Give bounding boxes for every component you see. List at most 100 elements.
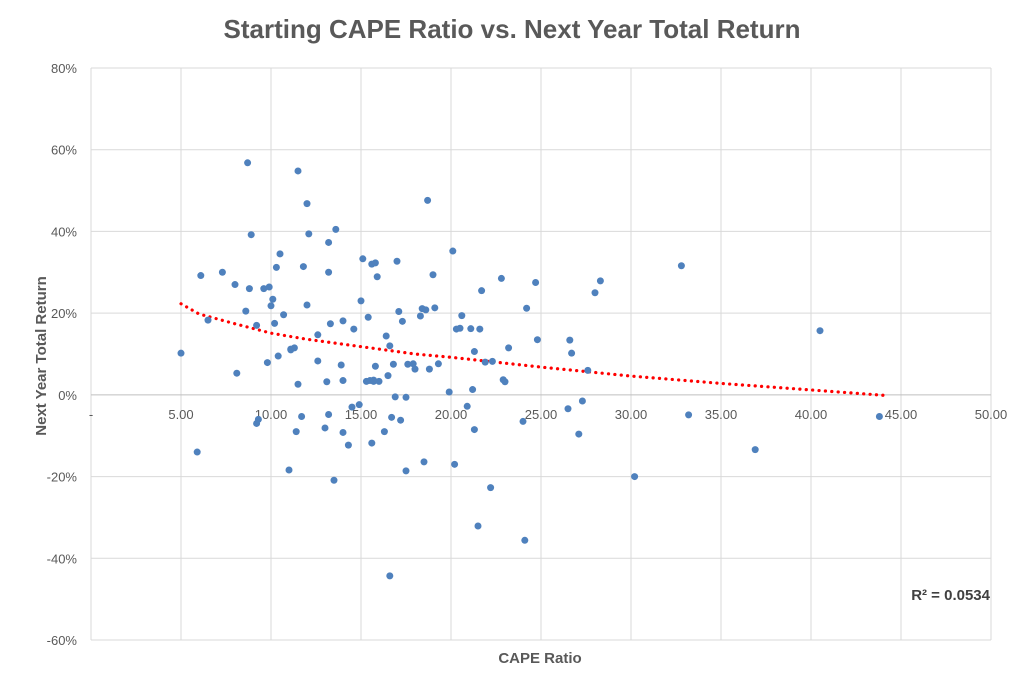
data-point: [294, 380, 302, 388]
data-point: [523, 304, 531, 312]
x-tick-label: 35.00: [705, 407, 738, 422]
x-tick-label: 45.00: [885, 407, 918, 422]
data-point: [269, 295, 277, 303]
data-point: [596, 277, 604, 285]
data-point: [458, 312, 466, 320]
data-point: [197, 272, 205, 280]
data-point: [566, 336, 574, 344]
data-point: [397, 416, 405, 424]
data-point: [359, 255, 367, 263]
x-tick-label: 40.00: [795, 407, 828, 422]
data-point: [371, 259, 379, 267]
data-point: [337, 361, 345, 369]
data-point: [384, 372, 392, 380]
data-point: [591, 289, 599, 297]
data-point: [631, 473, 639, 481]
x-tick-label: 15.00: [345, 407, 378, 422]
data-point: [487, 484, 495, 492]
data-point: [501, 378, 509, 386]
data-point: [474, 522, 482, 530]
data-point: [263, 359, 271, 367]
data-point: [355, 401, 363, 409]
data-point: [578, 397, 586, 405]
trendline: [179, 302, 885, 397]
x-tick-label: -: [89, 407, 93, 422]
y-tick-label: -20%: [47, 470, 78, 485]
data-point: [470, 426, 478, 434]
data-point: [470, 348, 478, 356]
data-point: [568, 349, 576, 357]
x-tick-label: 10.00: [255, 407, 288, 422]
data-point: [685, 411, 693, 419]
data-point: [292, 428, 300, 436]
data-point: [463, 402, 471, 410]
data-point: [280, 311, 288, 319]
data-point: [395, 308, 403, 316]
data-point: [393, 257, 401, 265]
data-point: [204, 316, 212, 324]
data-point: [242, 307, 250, 315]
x-axis-title: CAPE Ratio: [498, 650, 581, 667]
data-point: [218, 268, 226, 276]
y-tick-label: -40%: [47, 551, 78, 566]
data-point: [305, 230, 313, 238]
data-point: [424, 196, 432, 204]
data-point: [267, 302, 275, 310]
data-point: [332, 225, 340, 233]
data-point: [245, 285, 253, 293]
data-point: [402, 393, 410, 401]
data-point: [253, 321, 261, 329]
data-point: [325, 268, 333, 276]
x-tick-label: 25.00: [525, 407, 558, 422]
y-tick-label: 20%: [51, 306, 77, 321]
data-point: [254, 415, 262, 423]
data-point: [416, 312, 424, 320]
x-tick-label: 50.00: [975, 407, 1008, 422]
data-point: [348, 403, 356, 411]
data-point: [370, 376, 378, 384]
data-point: [247, 231, 255, 239]
data-point: [371, 362, 379, 370]
data-point: [389, 360, 397, 368]
data-point: [481, 358, 489, 366]
data-point: [368, 439, 376, 447]
data-point: [364, 313, 372, 321]
data-point: [314, 357, 322, 365]
x-tick-label: 20.00: [435, 407, 468, 422]
data-point: [467, 325, 475, 333]
data-point: [402, 467, 410, 475]
x-tick-label: 30.00: [615, 407, 648, 422]
data-point: [677, 262, 685, 270]
y-tick-label: 0%: [58, 388, 77, 403]
data-point: [497, 274, 505, 282]
data-point: [422, 306, 430, 314]
data-point: [425, 365, 433, 373]
data-point: [875, 413, 883, 421]
data-point: [431, 304, 439, 312]
data-point: [404, 360, 412, 368]
data-point: [326, 320, 334, 328]
data-point: [398, 317, 406, 325]
data-point: [298, 413, 306, 421]
data-point: [285, 466, 293, 474]
data-point: [388, 413, 396, 421]
data-point: [564, 405, 572, 413]
data-point: [456, 324, 464, 332]
data-point: [314, 331, 322, 339]
data-point: [290, 344, 298, 352]
data-point: [382, 332, 390, 340]
data-point: [177, 349, 185, 357]
data-point: [434, 360, 442, 368]
data-point: [231, 281, 239, 289]
data-point: [244, 159, 252, 167]
data-point: [575, 430, 583, 438]
data-point: [323, 378, 331, 386]
data-point: [469, 386, 477, 394]
data-point: [521, 536, 529, 544]
y-tick-label: 80%: [51, 61, 77, 76]
data-point: [476, 325, 484, 333]
data-point: [373, 273, 381, 281]
trendline-path: [179, 302, 885, 397]
data-point: [272, 263, 280, 271]
